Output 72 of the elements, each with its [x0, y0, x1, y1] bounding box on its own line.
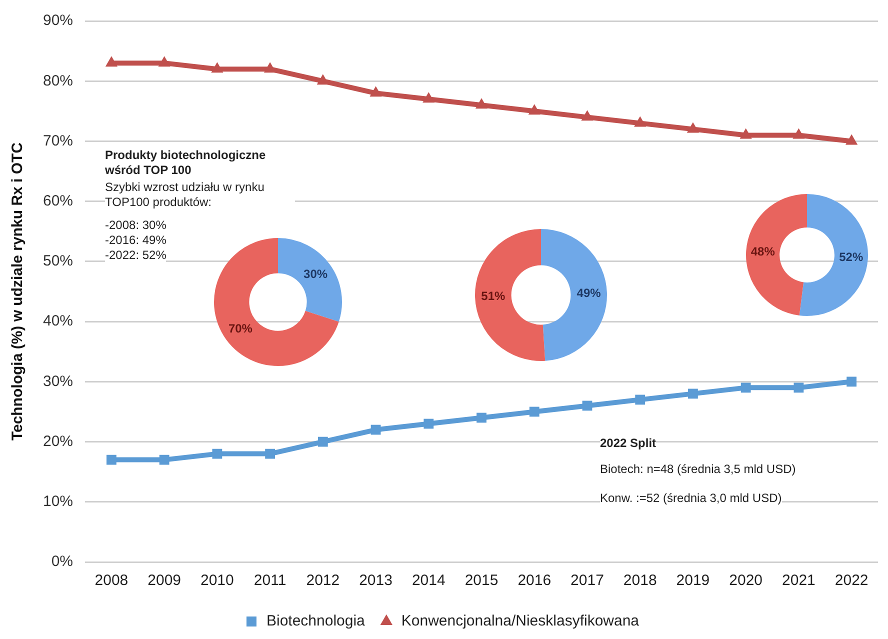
annotation: -2022: 52%: [105, 248, 166, 263]
point: [686, 122, 700, 133]
point: [424, 418, 434, 429]
point: [740, 128, 752, 139]
data-label: 49%: [576, 286, 602, 300]
point: [370, 424, 381, 435]
annotation: Produkty biotechnologiczne wśród TOP 100: [105, 148, 295, 178]
point: [846, 376, 857, 387]
x-tick-label: 2016: [518, 572, 552, 590]
point: [264, 62, 276, 73]
x-tick-label: 2020: [729, 572, 763, 590]
point: [370, 86, 382, 97]
legend-label: Biotechnologia: [266, 612, 366, 630]
x-tick-label: 2012: [306, 572, 340, 590]
point: [688, 388, 698, 399]
point: [158, 56, 170, 67]
x-tick-label: 2009: [148, 572, 182, 590]
point: [740, 382, 751, 393]
point: [106, 454, 116, 465]
point: [316, 74, 329, 85]
y-tick-label: 10%: [42, 493, 74, 510]
y-tick-label: 90%: [42, 12, 74, 30]
point: [159, 454, 170, 465]
x-tick-label: 2011: [254, 572, 286, 590]
point: [475, 98, 488, 109]
point: [105, 56, 118, 67]
point: [846, 134, 858, 145]
annotation: 2022 Split: [600, 436, 656, 451]
x-tick-label: 2010: [200, 572, 234, 590]
x-tick-label: 2008: [94, 572, 128, 590]
y-tick-label: 50%: [42, 252, 74, 270]
y-tick-label: 80%: [42, 72, 74, 90]
data-label: 51%: [481, 288, 506, 303]
data-label: 48%: [750, 244, 776, 259]
annotation: -2016: 49%: [105, 233, 166, 248]
point: [582, 400, 592, 411]
x-tick-label: 2021: [782, 572, 816, 590]
y-tick-label: 40%: [42, 312, 74, 330]
y-tick-label: 30%: [42, 372, 74, 390]
x-tick-label: 2014: [412, 572, 446, 590]
x-tick-label: 2013: [359, 572, 392, 590]
annotation: Biotech: n=48 (średnia 3,5 mld USD): [600, 462, 796, 477]
point: [635, 394, 646, 405]
x-tick-label: 2019: [676, 572, 710, 590]
point: [318, 436, 328, 447]
point: [634, 116, 646, 127]
annotation: -2008: 30%: [105, 218, 166, 233]
annotation: Szybki wzrost udziału w rynku TOP100 produktów:: [105, 180, 295, 210]
point: [265, 448, 275, 459]
point: [211, 62, 224, 73]
data-label: 70%: [228, 322, 253, 336]
point: [476, 412, 486, 423]
y-tick-label: 0%: [51, 553, 74, 570]
y-tick-label: 70%: [42, 132, 74, 150]
data-label: 52%: [839, 250, 864, 264]
point: [792, 128, 805, 139]
point: [422, 92, 435, 103]
y-tick-label: 20%: [42, 432, 74, 450]
point: [529, 406, 540, 417]
annotation: Konw. :=52 (średnia 3,0 mld USD): [600, 491, 782, 506]
data-label: 30%: [304, 267, 328, 282]
x-tick-label: 2015: [464, 572, 498, 590]
point: [794, 382, 804, 393]
x-tick-label: 2017: [570, 572, 604, 590]
x-tick-label: 2018: [623, 572, 657, 590]
x-tick-label: 2022: [834, 572, 868, 590]
legend-label: Konwencjonalna/Niesklasyfikowana: [401, 612, 640, 630]
y-tick-label: 60%: [42, 192, 74, 210]
point: [581, 110, 594, 121]
point: [528, 104, 540, 115]
y-axis-title: Technologia (%) w udziale rynku Rx i OTC: [9, 142, 26, 441]
point: [212, 448, 222, 459]
